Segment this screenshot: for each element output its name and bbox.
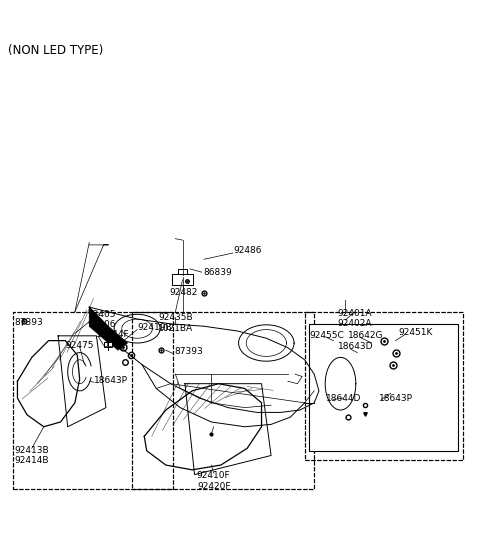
Bar (104, 342, 108, 346)
Bar (12, 312, 173, 489)
Text: 92455C: 92455C (310, 331, 344, 341)
Text: (NON LED TYPE): (NON LED TYPE) (8, 44, 103, 57)
Bar (305, 312, 463, 460)
Text: 92401A
92402A: 92401A 92402A (337, 309, 372, 328)
Text: 86839: 86839 (203, 268, 232, 277)
Text: 92435B
1021BA: 92435B 1021BA (158, 314, 193, 333)
Polygon shape (89, 307, 108, 343)
Text: 18644F: 18644F (96, 330, 130, 339)
Bar (104, 342, 112, 347)
Text: 87393: 87393 (14, 319, 43, 327)
Bar (132, 312, 314, 489)
Text: 92410F
92420F: 92410F 92420F (197, 471, 230, 491)
Text: 92413B
92414B: 92413B 92414B (14, 446, 49, 465)
Text: 18642G: 18642G (348, 331, 383, 341)
Text: 18643P: 18643P (379, 394, 413, 402)
Polygon shape (99, 326, 128, 350)
Text: 18644D: 18644D (326, 394, 361, 402)
Bar (132, 312, 314, 489)
Bar (305, 312, 463, 460)
Bar (178, 269, 187, 275)
Text: 92405
92406: 92405 92406 (87, 310, 116, 329)
Text: 92482: 92482 (169, 288, 198, 297)
Text: 92475: 92475 (65, 341, 94, 350)
Text: 92419B: 92419B (137, 323, 172, 332)
Bar (108, 342, 112, 346)
Text: 18643P: 18643P (94, 376, 128, 385)
Bar (310, 324, 458, 450)
Text: 92451K: 92451K (398, 328, 432, 337)
Bar (12, 312, 173, 489)
Text: 18643D: 18643D (338, 342, 373, 351)
Text: 92486: 92486 (234, 246, 262, 255)
Text: 87393: 87393 (174, 347, 203, 356)
Bar (172, 274, 193, 285)
